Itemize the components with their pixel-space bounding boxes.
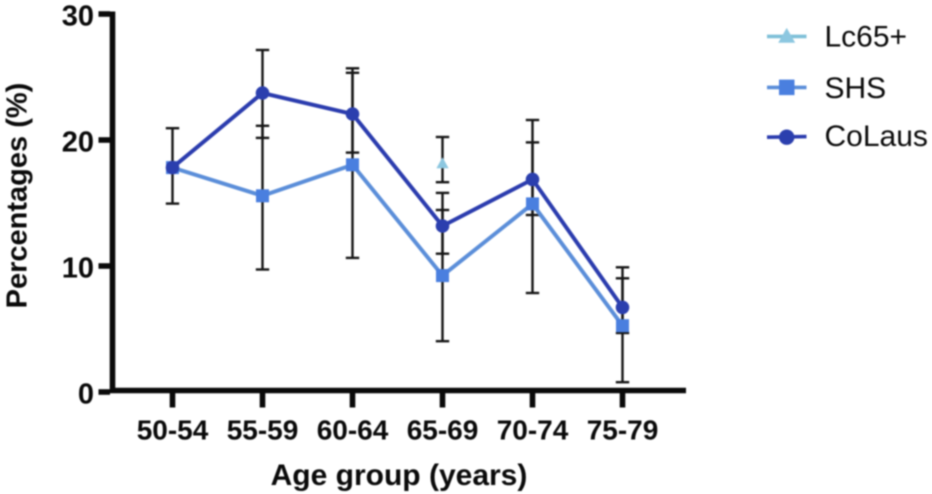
svg-text:50-54: 50-54 (137, 415, 209, 446)
svg-text:10: 10 (62, 253, 94, 285)
svg-text:65-69: 65-69 (407, 415, 479, 446)
svg-text:SHS: SHS (825, 72, 887, 105)
svg-text:Lc65+: Lc65+ (825, 21, 908, 54)
svg-text:70-74: 70-74 (497, 415, 569, 446)
svg-text:CoLaus: CoLaus (825, 120, 928, 153)
svg-text:20: 20 (62, 127, 94, 159)
svg-text:0: 0 (78, 379, 94, 411)
svg-text:Percentages (%): Percentages (%) (2, 83, 34, 309)
svg-text:30: 30 (62, 1, 94, 33)
svg-text:75-79: 75-79 (587, 415, 659, 446)
svg-text:60-64: 60-64 (317, 415, 389, 446)
svg-text:Age group (years): Age group (years) (271, 459, 528, 492)
svg-text:55-59: 55-59 (227, 415, 299, 446)
